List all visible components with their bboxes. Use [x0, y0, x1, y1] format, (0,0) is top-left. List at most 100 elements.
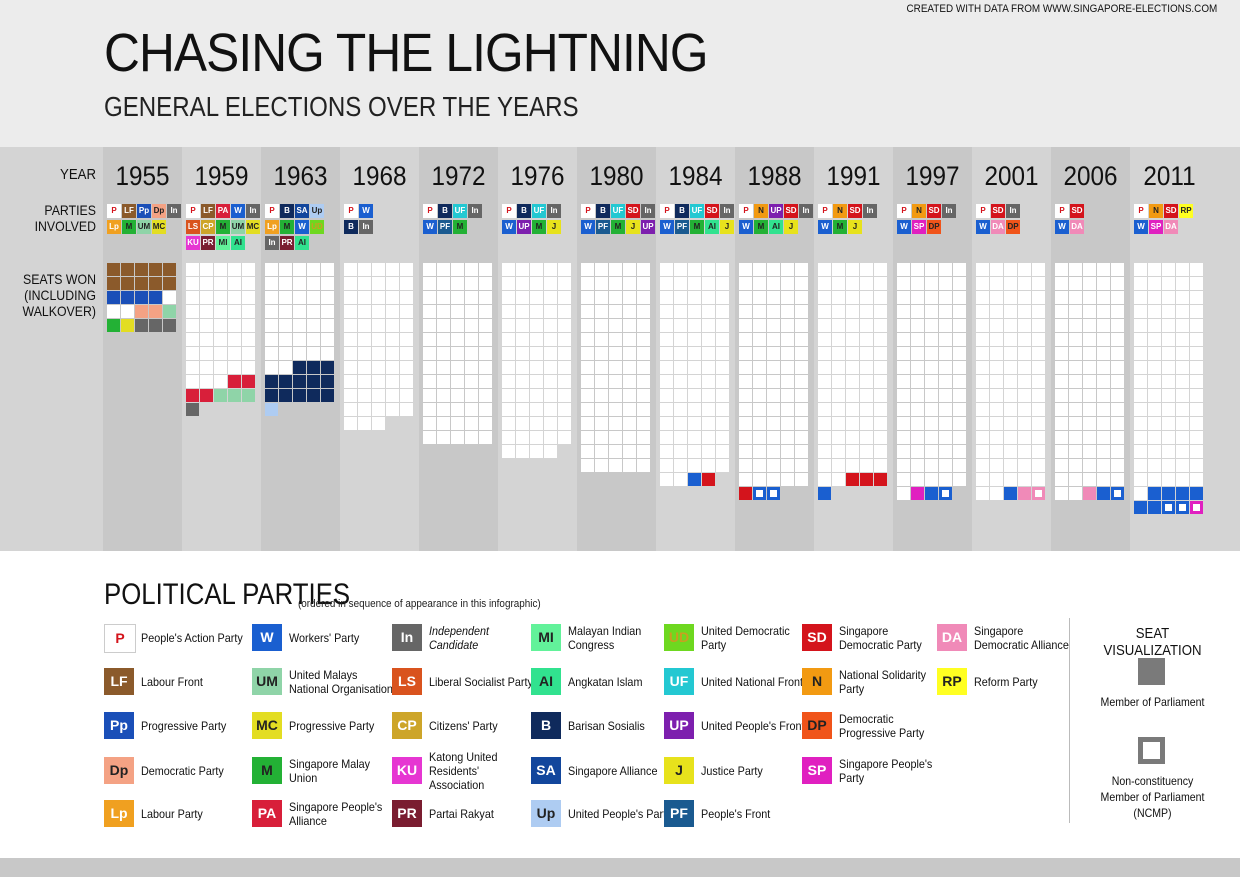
seat-cell-P [465, 263, 478, 276]
party-chip-PF: PF [438, 220, 452, 234]
party-chip-In: In [246, 204, 260, 218]
seat-cell-P [1190, 445, 1203, 458]
seat-cell-P [739, 305, 752, 318]
party-chip-W: W [897, 220, 911, 234]
seat-cell-P [558, 403, 571, 416]
seat-cell-P [939, 263, 952, 276]
seat-cell-P [465, 333, 478, 346]
party-chip-N: N [1149, 204, 1163, 218]
seat-cell-DA-ncmp [1032, 487, 1045, 500]
seat-cell-P [781, 389, 794, 402]
party-chip-W: W [359, 204, 373, 218]
seat-cell-P [753, 333, 766, 346]
seat-cell-W-ncmp [939, 487, 952, 500]
seat-cell-P [372, 347, 385, 360]
seat-cell-P [530, 431, 543, 444]
seat-cell-P [265, 291, 278, 304]
seat-cell-P [502, 333, 515, 346]
year-label-1988: 1988 [747, 161, 802, 191]
party-chip-P: P [897, 204, 911, 218]
seat-cell-P [1148, 291, 1161, 304]
seat-cell-P [372, 319, 385, 332]
seat-cell-P [846, 277, 859, 290]
seat-cell-P [1162, 291, 1175, 304]
seat-cell-P [874, 403, 887, 416]
seat-cell-P [242, 361, 255, 374]
party-chip-P: P [265, 204, 279, 218]
seat-cell-P [739, 277, 752, 290]
seat-cell-P [530, 417, 543, 430]
seat-cell-P [846, 361, 859, 374]
seat-cell-P [400, 333, 413, 346]
seat-cell-P [1018, 459, 1031, 472]
legend-badge-PF: PF [664, 800, 694, 827]
seat-cell-P [1134, 417, 1147, 430]
seat-cell-P [832, 319, 845, 332]
seat-cell-P [1004, 389, 1017, 402]
seat-cell-P [1097, 403, 1110, 416]
seat-cell-P [1032, 445, 1045, 458]
seat-cell-P [767, 403, 780, 416]
seat-cell-P [595, 361, 608, 374]
seat-cell-UM [242, 389, 255, 402]
seat-cell-P [502, 445, 515, 458]
seat-cell-P [214, 361, 227, 374]
seat-cell-P [1097, 347, 1110, 360]
seat-cell-P [1111, 347, 1124, 360]
seat-cell-P [1162, 347, 1175, 360]
seat-cell-P [953, 333, 966, 346]
seat-cell-P [1004, 277, 1017, 290]
legend-badge-Pp: Pp [104, 712, 134, 739]
seat-cell-P [976, 277, 989, 290]
party-chip-In: In [167, 204, 181, 218]
party-chip-MI: MI [216, 236, 230, 250]
seat-cell-P [1148, 277, 1161, 290]
legend-name-PF: People's Front [701, 806, 771, 821]
seat-cell-P [530, 361, 543, 374]
party-chip-Lp: Lp [107, 220, 121, 234]
seat-cell-P [739, 445, 752, 458]
seat-cell-P [911, 305, 924, 318]
legend-name-PR: Partai Rakyat [429, 806, 494, 821]
seat-cell-P [1148, 389, 1161, 402]
party-chip-M: M [611, 220, 625, 234]
seat-cell-P [1055, 487, 1068, 500]
seat-cell-P [1190, 305, 1203, 318]
party-chip-DA: DA [991, 220, 1005, 234]
seat-cell-P [860, 403, 873, 416]
seat-cell-W [1176, 487, 1189, 500]
seat-cell-P [818, 277, 831, 290]
seat-cell-P [818, 445, 831, 458]
seat-cell-P [846, 445, 859, 458]
seat-cell-P [1162, 473, 1175, 486]
seat-cell-P [1162, 403, 1175, 416]
seat-cell-P [451, 403, 464, 416]
seat-cell-LF [163, 263, 176, 276]
seat-cell-B [307, 375, 320, 388]
seat-cell-P [716, 445, 729, 458]
seat-cell-P [939, 459, 952, 472]
legend-name-P: People's Action Party [141, 630, 243, 645]
seat-cell-P [976, 375, 989, 388]
seat-cell-P [265, 333, 278, 346]
seat-cell-P [795, 305, 808, 318]
seat-cell-P [358, 417, 371, 430]
seat-cell-P [1111, 445, 1124, 458]
party-chip-J: J [784, 220, 798, 234]
seat-cell-P [767, 319, 780, 332]
seat-cell-P [307, 305, 320, 318]
legend-item-DA: DA Singapore Democratic Alliance [937, 624, 1097, 652]
legend-item-CP: CP Citizens' Party [392, 712, 552, 740]
seat-cell-P [860, 333, 873, 346]
seat-cell-P [595, 305, 608, 318]
seat-cell-P [1018, 305, 1031, 318]
seat-cell-P [818, 291, 831, 304]
seat-cell-P [939, 417, 952, 430]
seat-cell-P [795, 319, 808, 332]
seat-cell-P [1134, 305, 1147, 318]
seat-cell-P [716, 417, 729, 430]
seat-cell-P [767, 333, 780, 346]
seat-cell-P [530, 347, 543, 360]
seat-cell-P [767, 389, 780, 402]
legend-item-SD: SD Singapore Democratic Party [802, 624, 962, 652]
